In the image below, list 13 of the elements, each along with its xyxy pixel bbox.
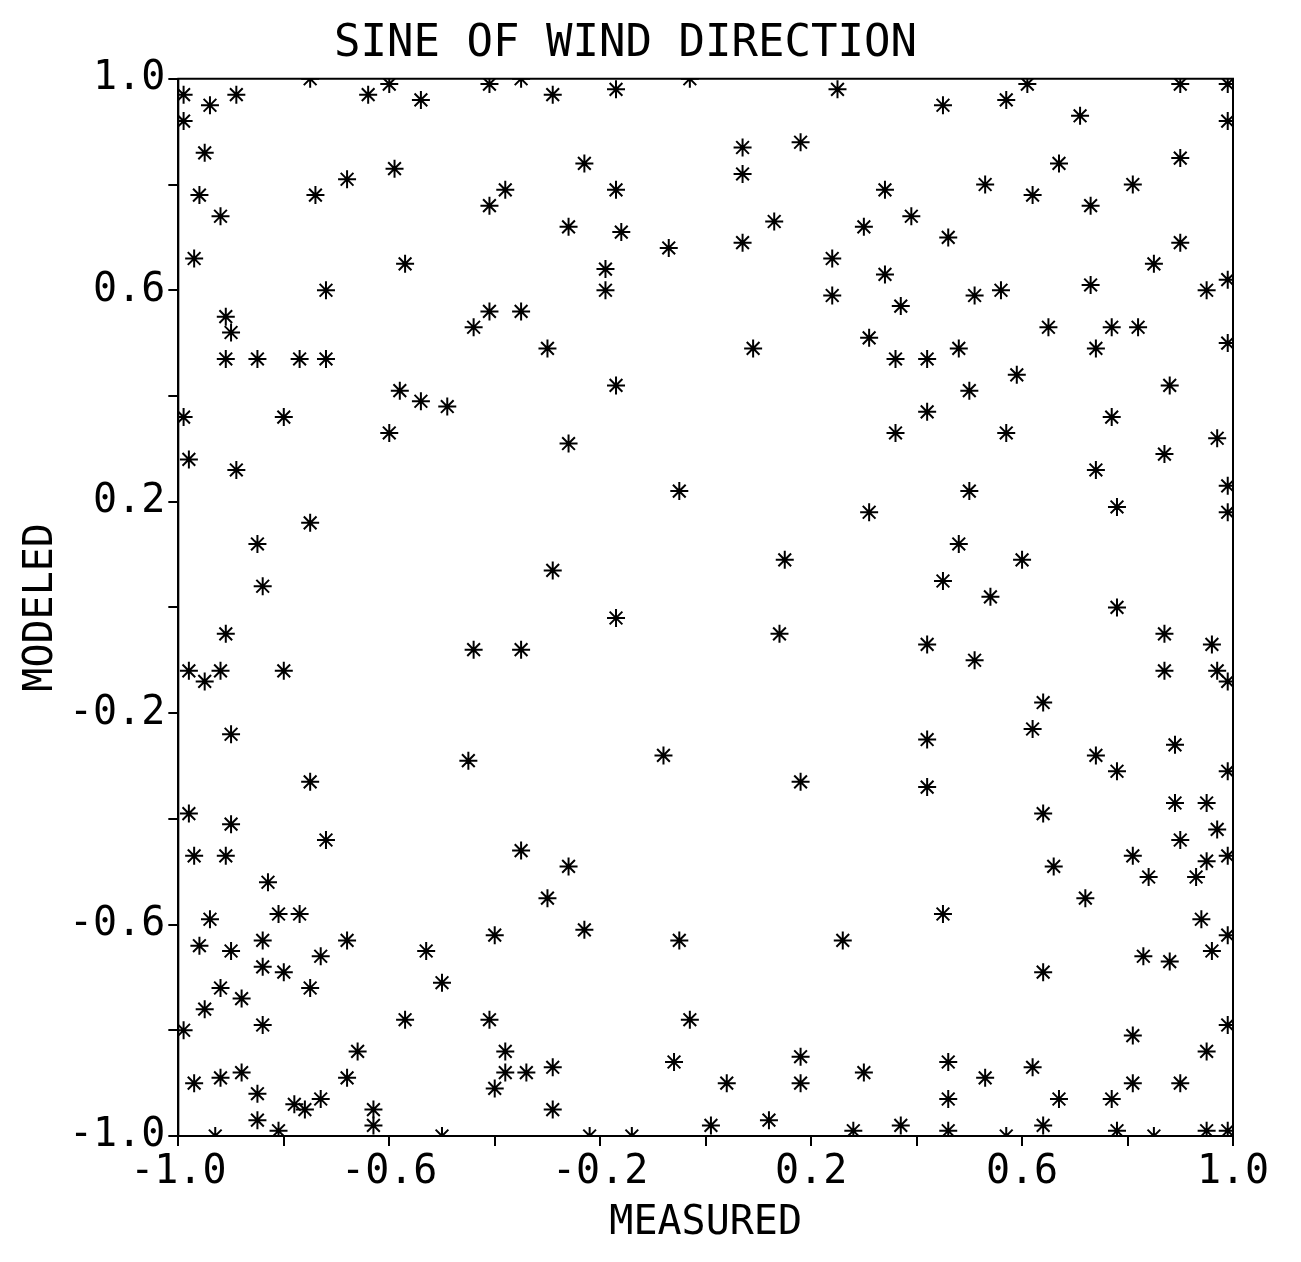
y-tick-label: 0.2 [93,475,166,522]
x-axis-title: MEASURED [609,1197,802,1244]
chart-title: SINE OF WIND DIRECTION [334,14,917,66]
y-tick-label: -0.6 [69,897,166,944]
x-tick-label: 1.0 [1196,1146,1270,1193]
y-tick-label: 0.6 [93,263,166,310]
y-tick-label: 1.0 [93,52,166,99]
y-tick-label: -0.2 [69,686,166,733]
y-axis-title: MODELED [15,523,62,692]
x-tick-label: 0.2 [775,1146,848,1193]
x-tick-label: -0.6 [341,1146,438,1193]
x-tick-label: 0.6 [985,1146,1059,1193]
x-tick-label: -0.2 [552,1146,649,1193]
